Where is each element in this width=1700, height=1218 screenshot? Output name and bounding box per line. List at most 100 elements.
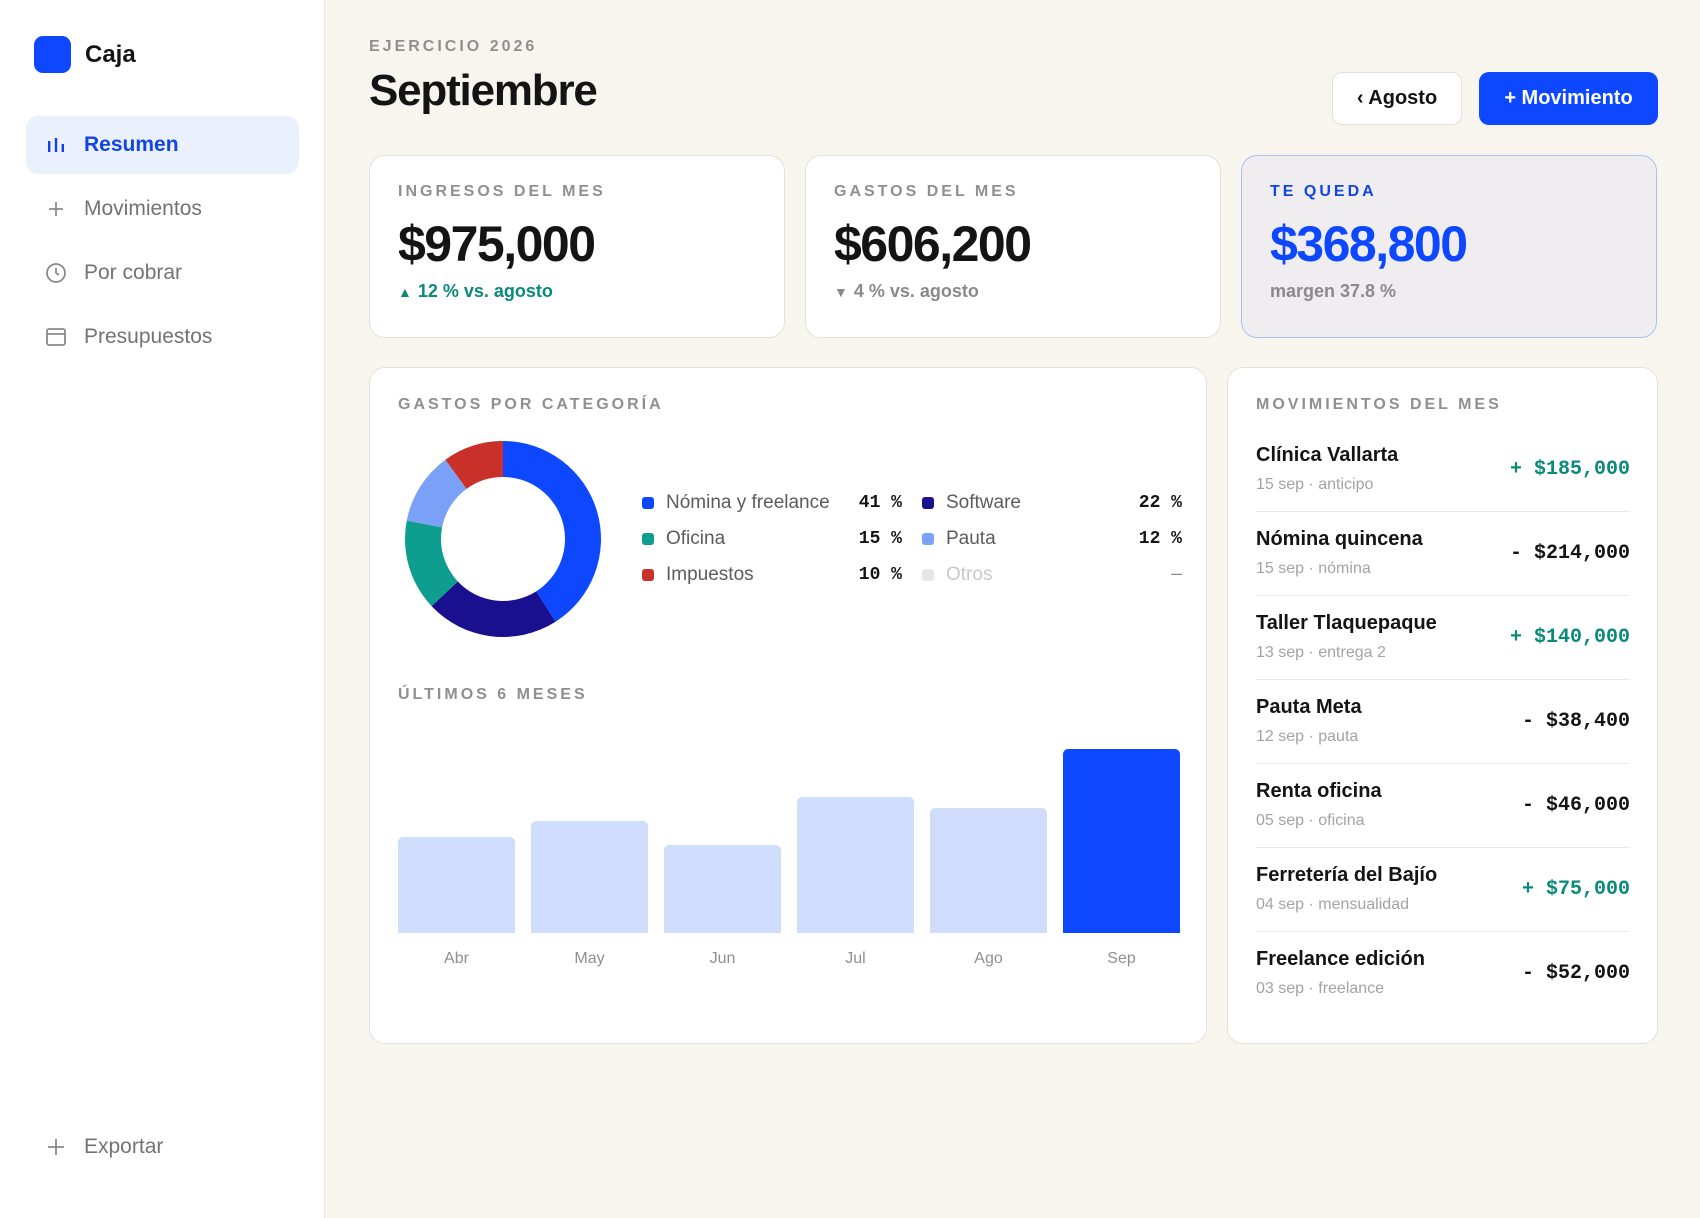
income-change: ▲ 12 % vs. agosto <box>398 281 756 302</box>
sidebar-item-label: Movimientos <box>84 197 202 220</box>
trend-up-icon: ▲ <box>398 283 412 300</box>
previous-month-button[interactable]: ‹ Agosto <box>1332 72 1462 125</box>
add-movement-button[interactable]: + Movimiento <box>1479 72 1658 125</box>
legend-item: Software 22 % <box>922 492 1182 514</box>
sidebar-item-presupuestos[interactable]: Presupuestos <box>26 308 299 366</box>
bar-label: Sep <box>1107 950 1136 967</box>
expenses-label: GASTOS DEL MES <box>834 183 1019 200</box>
movement-meta: 05 sep · oficina <box>1256 812 1365 829</box>
page-eyebrow: EJERCICIO 2026 <box>369 38 538 55</box>
movement-name: Nómina quincena <box>1256 528 1423 550</box>
donut-slice-pauta <box>406 459 467 528</box>
sidebar-item-por-cobrar[interactable]: Por cobrar <box>26 244 299 302</box>
categories-label: GASTOS POR CATEGORÍA <box>398 396 664 413</box>
legend-item: Oficina 15 % <box>642 528 902 550</box>
sidebar-item-label: Presupuestos <box>84 325 213 348</box>
expenses-change-text: 4 % vs. agosto <box>853 281 979 301</box>
plus-icon <box>44 1135 68 1159</box>
calendar-icon <box>44 325 68 349</box>
movement-amount: + $75,000 <box>1521 878 1630 901</box>
movement-name: Freelance edición <box>1256 948 1425 970</box>
expenses-value: $606,200 <box>834 216 1032 272</box>
expenses-card: GASTOS DEL MES $606,200 ▼ 4 % vs. agosto <box>805 155 1221 338</box>
legend-label: Software <box>946 492 1021 513</box>
movement-meta: 03 sep · freelance <box>1256 980 1385 997</box>
legend-percent: 12 % <box>1138 529 1182 549</box>
movement-name: Taller Tlaquepaque <box>1256 612 1437 634</box>
donut-slice-oficina <box>405 520 458 607</box>
income-label: INGRESOS DEL MES <box>398 183 606 200</box>
sidebar-item-label: Resumen <box>84 133 179 156</box>
bar-label: Jun <box>709 950 736 967</box>
sidebar-item-label: Por cobrar <box>84 261 183 284</box>
plus-icon <box>44 197 68 221</box>
legend-swatch <box>922 533 934 545</box>
bar-chart-icon <box>44 133 68 157</box>
legend-percent: — <box>1171 565 1182 585</box>
remaining-value: $368,800 <box>1270 216 1468 272</box>
page-title: Septiembre <box>369 66 598 115</box>
legend-label: Impuestos <box>666 564 754 585</box>
legend-label: Nómina y freelance <box>666 492 830 513</box>
income-value: $975,000 <box>398 216 596 272</box>
legend-label: Pauta <box>946 528 996 549</box>
movement-meta: 13 sep · entrega 2 <box>1256 644 1386 661</box>
movement-amount: + $185,000 <box>1509 458 1630 481</box>
remaining-margin: margen 37.8 % <box>1270 281 1397 301</box>
brand-logo <box>34 36 71 73</box>
income-change-text: 12 % vs. agosto <box>417 281 553 301</box>
donut-slice-software <box>431 581 556 637</box>
legend-swatch <box>922 497 934 509</box>
list-item[interactable]: Freelance edición 03 sep · freelance - $52… <box>1256 932 1630 1016</box>
legend-percent: 22 % <box>1138 493 1182 513</box>
movements-label: MOVIMIENTOS DEL MES <box>1256 396 1502 413</box>
list-item[interactable]: Ferretería del Bajío 04 sep · mensualidad… <box>1256 848 1630 932</box>
bar-jul <box>797 797 914 933</box>
export-button[interactable]: Exportar <box>44 1135 163 1159</box>
expenses-change: ▼ 4 % vs. agosto <box>834 281 1192 302</box>
donut-slice-n-mina-y-freelance <box>503 441 601 622</box>
movement-name: Clínica Vallarta <box>1256 444 1399 466</box>
movement-meta: 15 sep · anticipo <box>1256 476 1374 493</box>
legend-percent: 10 % <box>858 565 902 585</box>
sidebar-nav: Resumen Movimientos Por cobrar Presupues… <box>26 116 299 372</box>
movement-meta: 15 sep · nómina <box>1256 560 1371 577</box>
bar-label: Jul <box>845 950 866 967</box>
donut-slice-impuestos <box>445 441 503 489</box>
legend-item: Otros — <box>922 564 1182 586</box>
list-item[interactable]: Taller Tlaquepaque 13 sep · entrega 2 + $1… <box>1256 596 1630 680</box>
movements-list: Clínica Vallarta 15 sep · anticipo + $185,… <box>1256 428 1630 1016</box>
legend-item: Impuestos 10 % <box>642 564 902 586</box>
legend-label: Otros <box>946 564 993 585</box>
legend-item: Nómina y freelance 41 % <box>642 492 902 514</box>
movement-amount: - $52,000 <box>1521 962 1630 985</box>
list-item[interactable]: Pauta Meta 12 sep · pauta - $38,400 <box>1256 680 1630 764</box>
bar-label: Abr <box>444 950 469 967</box>
movement-amount: - $214,000 <box>1509 542 1630 565</box>
legend-item: Pauta 12 % <box>922 528 1182 550</box>
remaining-card: TE QUEDA $368,800 margen 37.8 % <box>1241 155 1657 338</box>
brand[interactable]: Caja <box>34 36 136 73</box>
legend-label: Oficina <box>666 528 726 549</box>
export-label: Exportar <box>84 1135 164 1158</box>
monthly-bar-chart: Abr May Jun Jul Ago Sep <box>398 728 1180 968</box>
movement-name: Renta oficina <box>1256 780 1382 802</box>
sidebar-item-resumen[interactable]: Resumen <box>26 116 299 174</box>
list-item[interactable]: Nómina quincena 15 sep · nómina - $214,000 <box>1256 512 1630 596</box>
bar-may <box>531 821 648 933</box>
sidebar-item-movimientos[interactable]: Movimientos <box>26 180 299 238</box>
legend-swatch <box>642 569 654 581</box>
movement-amount: - $38,400 <box>1521 710 1630 733</box>
trend-down-icon: ▼ <box>834 283 848 300</box>
legend-percent: 15 % <box>858 529 902 549</box>
list-item[interactable]: Clínica Vallarta 15 sep · anticipo + $185,… <box>1256 428 1630 512</box>
main-content: EJERCICIO 2026 Septiembre ‹ Agosto + Mov… <box>369 0 1658 1218</box>
movement-amount: - $46,000 <box>1521 794 1630 817</box>
list-item[interactable]: Renta oficina 05 sep · oficina - $46,000 <box>1256 764 1630 848</box>
legend-swatch <box>642 533 654 545</box>
legend-swatch <box>642 497 654 509</box>
expenses-panel: GASTOS POR CATEGORÍA Nómina y freelance 4… <box>369 367 1207 1044</box>
movement-name: Pauta Meta <box>1256 696 1362 718</box>
bar-label: Ago <box>974 950 1003 967</box>
bar-abr <box>398 837 515 933</box>
